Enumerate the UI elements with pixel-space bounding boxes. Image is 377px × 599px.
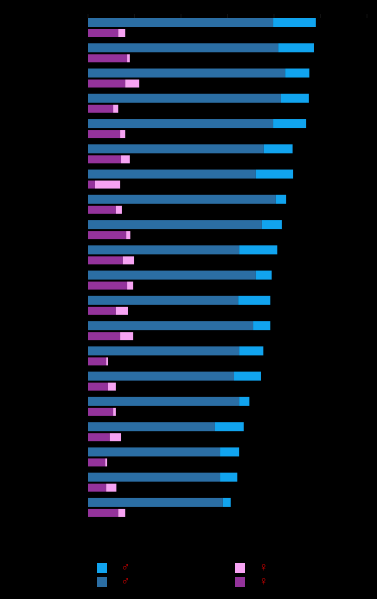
legend-swatch (235, 563, 245, 573)
bar (273, 18, 316, 27)
bar (127, 54, 130, 63)
bar (88, 396, 240, 406)
bar (106, 357, 108, 366)
bar (88, 93, 281, 103)
legend-label: ♀ (259, 574, 268, 588)
bar (88, 407, 114, 416)
bar (220, 472, 238, 482)
bar (88, 371, 235, 381)
bar (88, 130, 121, 139)
x-tick-label: 4 (271, 524, 278, 538)
x-tick-label: 1 (131, 524, 138, 538)
bar (239, 396, 250, 406)
bar (261, 220, 282, 230)
legend-label: ♂ (121, 560, 130, 574)
bar (88, 256, 123, 265)
bar (88, 119, 274, 129)
bar (239, 346, 264, 356)
x-tick-label: 5 (317, 524, 324, 538)
bar (88, 79, 126, 88)
legend-swatch (235, 577, 245, 587)
bar (214, 422, 244, 432)
bar (88, 29, 119, 37)
bar (113, 407, 116, 416)
bar (88, 295, 239, 305)
bar (88, 458, 106, 467)
bar (107, 382, 116, 391)
bar (105, 458, 108, 467)
bar (88, 346, 240, 356)
bar (88, 155, 122, 164)
bar (88, 54, 128, 63)
bar (94, 180, 121, 189)
bar (88, 508, 119, 517)
bar (88, 245, 240, 255)
bar (115, 306, 128, 315)
bar (88, 306, 116, 315)
bar (253, 321, 271, 331)
bar (88, 281, 128, 290)
bar (88, 382, 108, 391)
bar (220, 447, 240, 457)
x-tick-label: 2 (178, 524, 185, 538)
bar (88, 483, 107, 492)
bar (88, 194, 276, 204)
bar (88, 433, 110, 442)
bar (120, 130, 126, 139)
legend-label: ♂ (121, 574, 130, 588)
bar (275, 194, 287, 204)
bar (280, 93, 309, 103)
bar (88, 497, 223, 507)
legend-swatch (97, 563, 107, 573)
bar (127, 281, 134, 290)
bar (88, 422, 215, 432)
bar (285, 68, 310, 78)
bar (121, 155, 130, 164)
bar (263, 144, 293, 154)
bar (88, 447, 221, 457)
bar (118, 508, 126, 517)
x-tick-label: 6 (364, 524, 371, 538)
bar (88, 180, 95, 189)
bar (115, 205, 122, 214)
bar (125, 79, 140, 88)
bar (88, 169, 256, 179)
legend-swatch (97, 577, 107, 587)
bar (88, 18, 274, 27)
x-tick-label: 3 (224, 524, 231, 538)
bar (88, 270, 256, 280)
bar (120, 332, 134, 341)
bar (88, 144, 264, 154)
bar (88, 104, 114, 113)
bar (126, 231, 131, 240)
x-tick-label: 0 (85, 524, 92, 538)
bar (255, 169, 294, 179)
bar (255, 270, 272, 280)
bar (113, 104, 119, 113)
bar (238, 295, 271, 305)
bar (88, 43, 279, 53)
bar (239, 245, 278, 255)
bar (88, 205, 116, 214)
bar (88, 321, 254, 331)
bar (88, 68, 286, 78)
bar (88, 472, 221, 482)
bar (234, 371, 261, 381)
bar (273, 119, 307, 129)
legend-label: ♀ (259, 560, 268, 574)
bar (122, 256, 135, 265)
bar (106, 483, 117, 492)
bar (118, 29, 126, 37)
bar (88, 332, 121, 341)
bar (88, 231, 127, 240)
bar (222, 497, 231, 507)
bar (88, 220, 262, 230)
bar (278, 43, 314, 53)
bar (88, 357, 107, 366)
bar (109, 433, 122, 442)
